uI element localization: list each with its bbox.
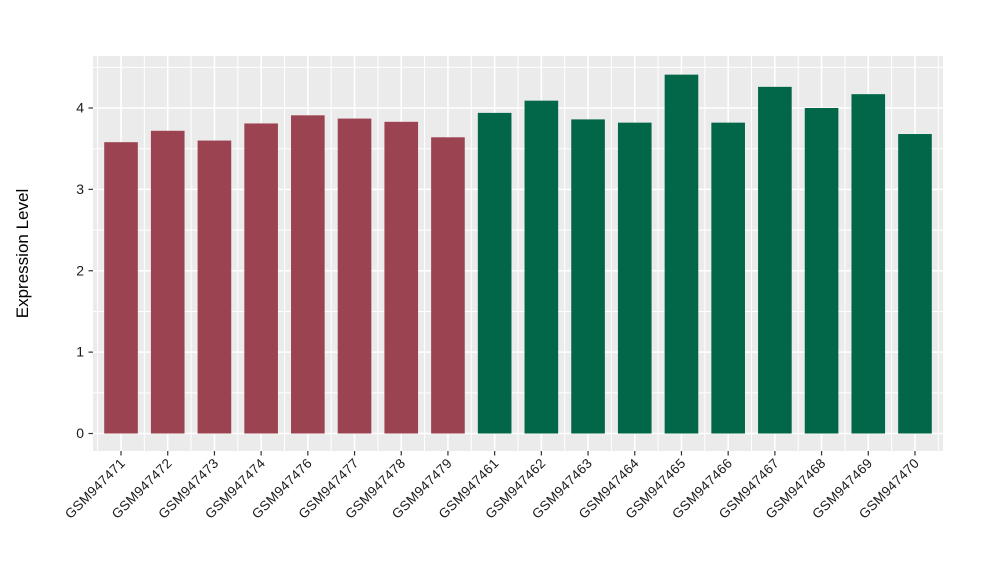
bar-GSM947470 xyxy=(898,134,932,434)
y-axis-title: Expression Level xyxy=(13,189,32,318)
bar-GSM947469 xyxy=(851,94,886,434)
y-tick-label: 2 xyxy=(76,262,84,278)
bar-GSM947474 xyxy=(244,123,278,434)
bar-GSM947462 xyxy=(524,100,559,434)
bar-GSM947471 xyxy=(104,142,138,434)
bar-GSM947468 xyxy=(804,108,839,434)
bar-GSM947477 xyxy=(337,118,372,434)
bar-GSM947464 xyxy=(617,122,652,434)
bar-GSM947472 xyxy=(150,130,185,434)
bar-GSM947476 xyxy=(291,115,325,434)
y-tick-label: 0 xyxy=(76,425,84,441)
bar-GSM947465 xyxy=(664,74,699,434)
bar-GSM947467 xyxy=(758,86,792,434)
bar-GSM947473 xyxy=(197,140,232,434)
y-tick-label: 1 xyxy=(76,344,84,360)
bar-GSM947466 xyxy=(711,122,745,434)
bar-GSM947461 xyxy=(477,112,512,434)
bar-GSM947479 xyxy=(431,137,465,434)
bar-GSM947478 xyxy=(384,121,419,434)
y-tick-label: 4 xyxy=(76,100,84,116)
bar-GSM947463 xyxy=(571,119,605,434)
y-tick-label: 3 xyxy=(76,181,84,197)
